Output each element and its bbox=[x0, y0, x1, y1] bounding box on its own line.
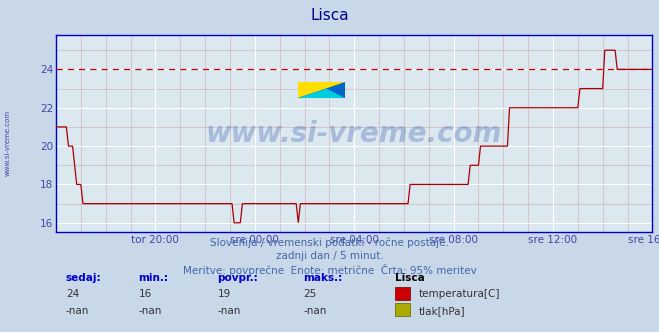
Text: Slovenija / vremenski podatki - ročne postaje.: Slovenija / vremenski podatki - ročne po… bbox=[210, 237, 449, 248]
Polygon shape bbox=[298, 89, 345, 98]
Text: 24: 24 bbox=[66, 289, 79, 299]
Text: Lisca: Lisca bbox=[310, 8, 349, 23]
Text: zadnji dan / 5 minut.: zadnji dan / 5 minut. bbox=[275, 251, 384, 261]
Text: -nan: -nan bbox=[138, 306, 161, 316]
Text: -nan: -nan bbox=[66, 306, 89, 316]
Text: www.si-vreme.com: www.si-vreme.com bbox=[206, 120, 502, 148]
Text: 25: 25 bbox=[303, 289, 316, 299]
Text: temperatura[C]: temperatura[C] bbox=[418, 289, 500, 299]
Text: sedaj:: sedaj: bbox=[66, 273, 101, 283]
Text: min.:: min.: bbox=[138, 273, 169, 283]
Text: -nan: -nan bbox=[217, 306, 241, 316]
Text: -nan: -nan bbox=[303, 306, 326, 316]
Text: povpr.:: povpr.: bbox=[217, 273, 258, 283]
Text: tlak[hPa]: tlak[hPa] bbox=[418, 306, 465, 316]
Text: 16: 16 bbox=[138, 289, 152, 299]
Text: maks.:: maks.: bbox=[303, 273, 343, 283]
Text: 19: 19 bbox=[217, 289, 231, 299]
Polygon shape bbox=[298, 82, 345, 98]
Text: www.si-vreme.com: www.si-vreme.com bbox=[5, 110, 11, 176]
Text: Lisca: Lisca bbox=[395, 273, 425, 283]
Text: Meritve: povprečne  Enote: metrične  Črta: 95% meritev: Meritve: povprečne Enote: metrične Črta:… bbox=[183, 264, 476, 276]
Bar bbox=[298, 82, 345, 98]
